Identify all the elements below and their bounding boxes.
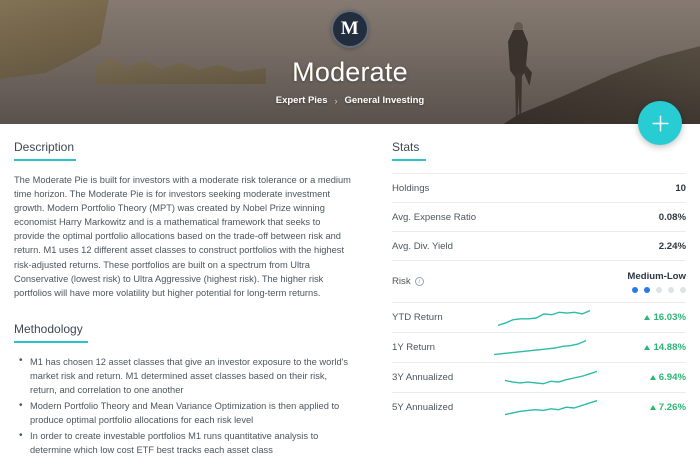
- stat-row-risk: Risk i Medium-Low: [392, 260, 686, 302]
- sparkline-chart-ytd: [497, 309, 590, 326]
- sparkline-slot: [443, 307, 645, 329]
- chevron-right-icon: ›: [334, 95, 338, 106]
- stats-heading: Stats: [392, 140, 420, 154]
- page-content: Description The Moderate Pie is built fo…: [0, 124, 700, 470]
- description-underline: [14, 159, 76, 161]
- triangle-up-icon: [644, 315, 651, 320]
- breadcrumb-item-expert-pies[interactable]: Expert Pies: [275, 95, 328, 106]
- logo-letter: M: [340, 18, 360, 39]
- sparkline-chart-1y: [493, 339, 586, 355]
- stats-underline: [392, 159, 426, 161]
- sparkline-chart-5y: [505, 399, 598, 415]
- return-value: 16.03%: [653, 312, 686, 323]
- risk-dot: [680, 286, 686, 293]
- hero-hiker-silhouette: [503, 22, 533, 116]
- triangle-up-icon: [649, 405, 656, 410]
- description-section: Description The Moderate Pie is built fo…: [14, 140, 352, 300]
- sparkline-slot: [435, 337, 644, 359]
- triangle-up-icon: [649, 375, 656, 380]
- stat-label: 5Y Annualized: [392, 402, 454, 413]
- return-value-group: 7.26%: [649, 402, 686, 413]
- stat-label: Holdings: [392, 182, 430, 194]
- hiker-arm: [523, 62, 532, 86]
- sparkline-slot: [453, 397, 650, 419]
- risk-label-group: Risk i: [392, 276, 424, 287]
- stat-row-1y-return: 1Y Return 14.88%: [392, 332, 686, 362]
- stats-column: Stats Holdings 10 Avg. Expense Ratio 0.0…: [392, 124, 700, 470]
- plus-icon: [651, 114, 669, 132]
- stat-row-expense-ratio: Avg. Expense Ratio 0.08%: [392, 202, 686, 231]
- breadcrumb: Expert Pies › General Investing: [276, 95, 424, 106]
- return-value-group: 16.03%: [644, 312, 686, 323]
- hero-content: M Moderate Expert Pies › General Investi…: [0, 0, 700, 124]
- risk-dot: [656, 286, 662, 293]
- stat-label: YTD Return: [392, 312, 443, 323]
- hiker-body: [508, 30, 528, 78]
- list-item: In order to create investable portfolios…: [19, 429, 352, 457]
- hiker-head: [514, 22, 523, 32]
- stat-row-3y-annualized: 3Y Annualized 6.94%: [392, 362, 686, 392]
- methodology-underline: [14, 340, 88, 343]
- return-value-group: 14.88%: [644, 342, 686, 353]
- stat-value: 10: [675, 182, 686, 194]
- risk-level-label: Medium-Low: [627, 270, 686, 282]
- risk-dot: [668, 286, 674, 293]
- methodology-list: M1 has chosen 12 asset classes that give…: [14, 354, 352, 458]
- stat-label: Avg. Div. Yield: [392, 240, 453, 252]
- return-value-group: 6.94%: [649, 372, 686, 383]
- return-value: 6.94%: [658, 372, 686, 383]
- stat-label: Risk: [392, 276, 411, 287]
- hero-islet: [290, 66, 324, 76]
- m1-logo-icon: M: [331, 10, 369, 48]
- page-title: Moderate: [292, 57, 408, 87]
- sparkline-chart-3y: [505, 370, 598, 384]
- description-text: The Moderate Pie is built for investors …: [14, 175, 351, 298]
- hero-banner: M Moderate Expert Pies › General Investi…: [0, 0, 700, 124]
- methodology-heading: Methodology: [14, 321, 83, 336]
- stat-label: 3Y Annualized: [392, 372, 454, 383]
- risk-indicator: Medium-Low: [627, 271, 686, 293]
- add-pie-fab-button[interactable]: [638, 101, 682, 145]
- stat-label: 1Y Return: [392, 342, 436, 353]
- triangle-up-icon: [644, 345, 651, 350]
- stat-row-holdings: Holdings 10: [392, 173, 686, 202]
- methodology-section: Methodology M1 has chosen 12 asset class…: [14, 322, 352, 458]
- stat-value: 2.24%: [658, 240, 686, 252]
- list-item: Modern Portfolio Theory and Mean Varianc…: [19, 399, 352, 427]
- sparkline-slot: [453, 367, 650, 389]
- description-heading: Description: [14, 140, 75, 154]
- stat-value: 0.08%: [658, 211, 686, 223]
- stat-row-5y-annualized: 5Y Annualized 7.26%: [392, 392, 686, 422]
- risk-dot-scale: [632, 286, 686, 293]
- risk-dot: [632, 286, 638, 293]
- stat-label: Avg. Expense Ratio: [392, 211, 477, 223]
- left-column: Description The Moderate Pie is built fo…: [0, 124, 392, 470]
- return-value: 7.26%: [658, 402, 686, 413]
- breadcrumb-item-general-investing[interactable]: General Investing: [344, 95, 425, 106]
- risk-dot: [644, 286, 650, 293]
- stat-row-div-yield: Avg. Div. Yield 2.24%: [392, 231, 686, 260]
- info-icon[interactable]: i: [414, 277, 424, 286]
- return-value: 14.88%: [653, 342, 686, 353]
- list-item: M1 has chosen 12 asset classes that give…: [19, 354, 352, 397]
- stat-row-ytd-return: YTD Return 16.03%: [392, 302, 686, 332]
